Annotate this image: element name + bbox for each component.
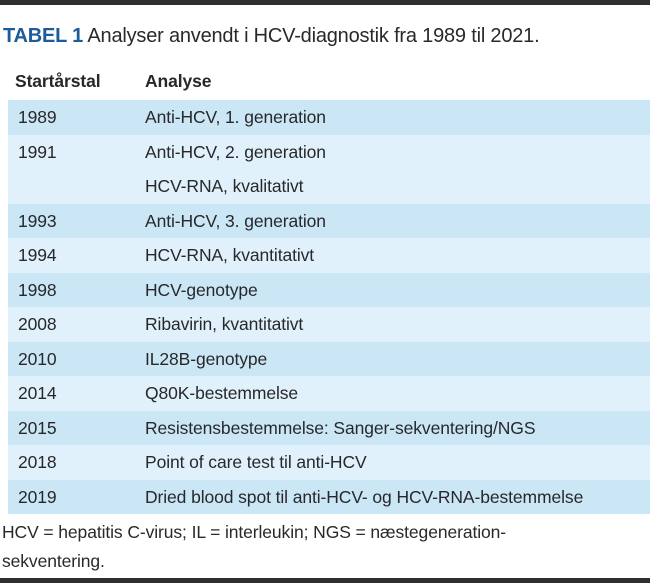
analysis-cell: Anti-HCV, 1. generation	[145, 107, 326, 127]
column-header-analysis: Analyse	[145, 71, 212, 91]
table-header: Startårstal Analyse	[8, 69, 650, 93]
analysis-cell: HCV-genotype	[145, 279, 258, 300]
column-header-year: Startårstal	[15, 71, 101, 91]
analysis-cell: Point of care test til anti-HCV	[145, 452, 367, 472]
analysis-cell: Anti-HCV, 2. generation	[145, 141, 326, 162]
analysis-cell: Anti-HCV, 3. generation	[145, 210, 326, 231]
table-body: 1989 Anti-HCV, 1. generation 1991 Anti-H…	[8, 100, 650, 514]
table-row: 2014 Q80K-bestemmelse	[8, 376, 650, 411]
year-cell: 2018	[18, 452, 57, 472]
table-row: 1991 Anti-HCV, 2. generation HCV-RNA, kv…	[8, 134, 650, 204]
caption-text: Analyser anvendt i HCV-diagnostik fra 19…	[87, 25, 540, 47]
year-cell: 2015	[18, 417, 57, 438]
table-row: 1994 HCV-RNA, kvantitativt	[8, 238, 650, 273]
table-row: 2008 Ribavirin, kvantitativt	[8, 307, 650, 342]
table-row: 1993 Anti-HCV, 3. generation	[8, 203, 650, 238]
year-cell: 2014	[18, 383, 57, 403]
table-row: 2015 Resistensbestemmelse: Sanger-sekven…	[8, 410, 650, 445]
year-cell: 1993	[18, 210, 57, 231]
top-rule	[0, 0, 650, 5]
analysis-cell: Dried blood spot til anti-HCV- og HCV-RN…	[145, 486, 584, 507]
table-caption: TABEL 1 Analyser anvendt i HCV-diagnosti…	[3, 24, 540, 48]
year-cell: 1989	[18, 107, 57, 127]
year-cell: 2010	[18, 348, 57, 369]
abbreviations-footnote: HCV = hepatitis C-virus; IL = interleuki…	[2, 518, 650, 575]
year-cell: 1991	[18, 141, 57, 162]
table-number: TABEL 1	[3, 25, 84, 47]
footnote-line: HCV = hepatitis C-virus; IL = interleuki…	[2, 522, 506, 542]
table-row: 2019 Dried blood spot til anti-HCV- og H…	[8, 479, 650, 514]
table-row: 2018 Point of care test til anti-HCV	[8, 445, 650, 480]
analysis-cell: Resistensbestemmelse: Sanger-sekventerin…	[145, 417, 536, 438]
table-row: 1989 Anti-HCV, 1. generation	[8, 100, 650, 135]
analysis-cell: IL28B-genotype	[145, 348, 268, 369]
table-row: 2010 IL28B-genotype	[8, 341, 650, 376]
bottom-rule	[0, 578, 650, 583]
analysis-cell: HCV-RNA, kvantitativt	[145, 245, 315, 265]
footnote-line: sekventering.	[2, 550, 105, 571]
analysis-cell: Q80K-bestemmelse	[145, 383, 299, 403]
analysis-cell: Ribavirin, kvantitativt	[145, 314, 304, 334]
analysis-cell: HCV-RNA, kvalitativt	[145, 176, 304, 196]
table-row: 1998 HCV-genotype	[8, 272, 650, 307]
year-cell: 1998	[18, 279, 57, 300]
year-cell: 2008	[18, 314, 57, 334]
year-cell: 1994	[18, 245, 57, 265]
year-cell: 2019	[18, 486, 57, 507]
